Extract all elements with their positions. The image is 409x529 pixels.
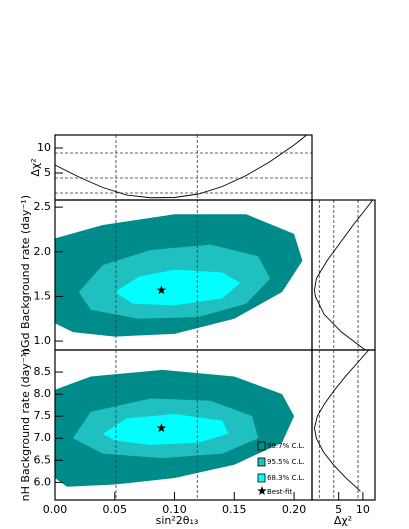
chi2-curve: [55, 135, 307, 199]
contour: [114, 269, 241, 306]
y-tick-label: 2.5: [34, 200, 52, 213]
legend-swatch: [257, 473, 266, 483]
legend-label: 95.5% C.L.: [267, 458, 305, 466]
chi2-curve: [313, 200, 373, 350]
y-tick-label: 8.0: [34, 387, 52, 400]
y-tick-label: 10: [37, 141, 51, 154]
best-fit-star: [156, 423, 167, 433]
x-tick-label: 10: [356, 503, 370, 516]
y-tick-label: 5: [44, 166, 51, 179]
panel-frame: [311, 199, 376, 351]
x-tick-label: 0.10: [162, 503, 187, 516]
x-tick-label: 5: [335, 503, 342, 516]
plot-area: [55, 135, 312, 200]
y-tick-label: 1.5: [34, 289, 52, 302]
legend-swatch: [257, 457, 266, 467]
y-tick-label: 2.0: [34, 245, 52, 258]
legend-star: [257, 486, 267, 495]
plot-area: [313, 200, 373, 350]
plot-area: [313, 350, 370, 500]
chi2-curve: [313, 350, 370, 492]
y-axis-label: Δχ²: [29, 158, 42, 176]
y-axis-label: nH Background rate (day⁻¹): [19, 349, 32, 502]
x-tick-label: 0.15: [222, 503, 247, 516]
x-axis-label: sin²2θ₁₃: [156, 514, 199, 527]
legend-swatch: [257, 441, 266, 451]
y-tick-label: 1.0: [34, 334, 52, 347]
legend-label: 68.3% C.L.: [267, 474, 305, 482]
y-tick-label: 7.5: [34, 409, 52, 422]
x-tick-label: 0.00: [43, 503, 68, 516]
y-tick-label: 7.0: [34, 431, 52, 444]
y-tick-label: 8.5: [34, 365, 52, 378]
legend-label: Best-fit: [267, 488, 292, 496]
x-axis-label: Δχ²: [334, 514, 352, 527]
legend-label: 99.7% C.L.: [267, 442, 305, 450]
x-tick-label: 0.05: [103, 503, 128, 516]
y-tick-label: 6.5: [34, 453, 52, 466]
plot-area: [55, 200, 303, 350]
panel-frame: [311, 349, 376, 501]
best-fit-star: [156, 285, 167, 295]
y-axis-label: nGd Background rate (day⁻¹): [19, 195, 32, 355]
y-tick-label: 6.0: [34, 475, 52, 488]
panel-frame: [54, 134, 313, 201]
x-tick-label: 0.20: [282, 503, 307, 516]
plot-area: [55, 350, 295, 500]
